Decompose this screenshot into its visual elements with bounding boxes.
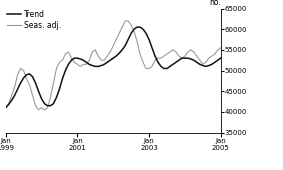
Trend <box>219 57 222 59</box>
Seas. adj. <box>115 38 118 40</box>
Line: Trend: Trend <box>6 27 221 108</box>
Trend <box>135 26 139 28</box>
Trend <box>52 103 55 105</box>
Trend <box>76 57 79 59</box>
Trend <box>112 57 115 59</box>
Seas. adj. <box>79 65 82 67</box>
Seas. adj. <box>195 55 199 57</box>
Seas. adj. <box>219 47 222 49</box>
Seas. adj. <box>55 67 58 70</box>
Trend <box>186 57 190 59</box>
Trend <box>4 107 7 109</box>
Seas. adj. <box>204 61 207 63</box>
Line: Seas. adj.: Seas. adj. <box>6 21 221 110</box>
Trend <box>201 65 205 67</box>
Trend <box>192 59 196 61</box>
Legend: Trend, Seas. adj.: Trend, Seas. adj. <box>7 10 61 30</box>
Text: no.: no. <box>209 0 221 7</box>
Seas. adj. <box>37 109 40 111</box>
Seas. adj. <box>4 107 7 109</box>
Seas. adj. <box>123 20 127 22</box>
Seas. adj. <box>189 49 192 51</box>
